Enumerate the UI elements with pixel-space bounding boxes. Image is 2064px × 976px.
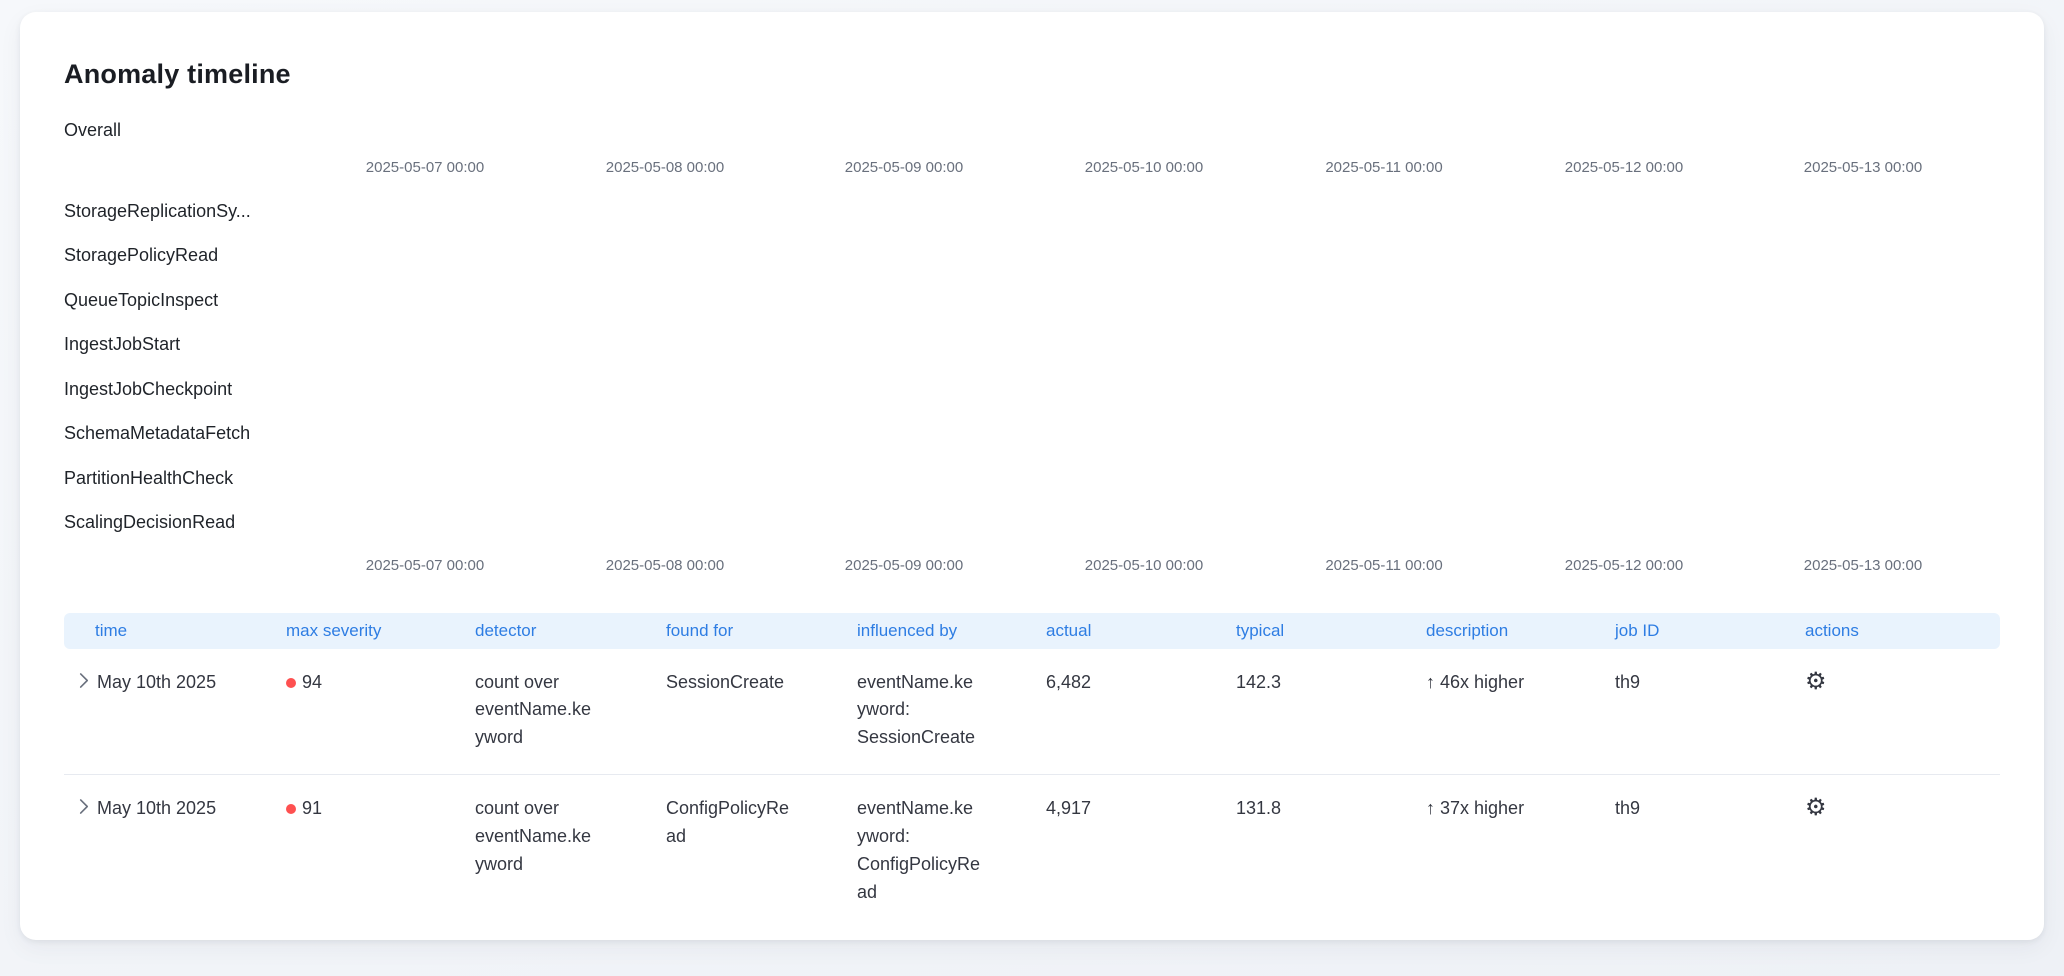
swimlane-row: PartitionHealthCheck — [64, 458, 2000, 498]
cell-description: ↑ 37x higher — [1426, 798, 1525, 819]
cell-description: ↑ 46x higher — [1426, 671, 1525, 692]
column-header-typical: typical — [1236, 620, 1285, 640]
axis-tick-label: 2025-05-10 00:00 — [1084, 556, 1204, 574]
column-header-actual: actual — [1046, 620, 1092, 640]
column-header-description: description — [1426, 620, 1509, 640]
cell-job-id: th9 — [1615, 798, 1641, 819]
anomaly-time: May 10th 2025 — [97, 671, 217, 692]
swimlane-row: IngestJobCheckpoint — [64, 369, 2000, 409]
cell-actions: ⚙ — [1774, 795, 2000, 824]
axis-tick-label: 2025-05-09 00:00 — [844, 159, 964, 176]
swimlane-label: StoragePolicyRead — [64, 245, 219, 265]
axis-tick-label: 2025-05-12 00:00 — [1564, 556, 1684, 574]
cell-actual: 6,482 — [1046, 671, 1092, 692]
axis-tick-label: 2025-05-13 00:00 — [1803, 159, 1923, 176]
axis-tick-label: 2025-05-12 00:00 — [1564, 159, 1684, 176]
overall-swimlane: Overall — [64, 113, 2000, 147]
cell-influenced-by: eventName.keyword: SessionCreate — [857, 671, 976, 748]
axis-tick-label: 2025-05-11 00:00 — [1325, 159, 1443, 176]
anomaly-time: May 10th 2025 — [97, 798, 217, 819]
column-header-job-id: job ID — [1615, 620, 1660, 640]
table-body: May 10th 2025 94 count over eventName.keyw… — [64, 649, 2000, 929]
swimlane-label: Overall — [64, 119, 122, 140]
swimlane-label: IngestJobStart — [64, 334, 181, 354]
expand-row-chevron-icon[interactable] — [76, 669, 91, 690]
row-actions-gear-icon[interactable]: ⚙ — [1805, 794, 1827, 822]
axis-tick-label: 2025-05-08 00:00 — [605, 556, 725, 574]
cell-time: May 10th 2025 — [64, 669, 255, 697]
swimlane-row: SchemaMetadataFetch — [64, 414, 2000, 454]
anomaly-timeline-panel: Anomaly timeline Overall 2025-05-07 00:0… — [20, 12, 2044, 940]
swimlane-label: StorageReplicationSy... — [64, 200, 251, 221]
swimlane-row: StoragePolicyRead — [64, 236, 2000, 276]
swimlane-label: IngestJobCheckpoint — [64, 378, 233, 399]
axis-tick-label: 2025-05-07 00:00 — [365, 159, 485, 176]
cell-typical: 131.8 — [1236, 798, 1282, 819]
swimlane-row: QueueTopicInspect — [64, 280, 2000, 320]
swimlane-row: Overall — [64, 113, 2000, 147]
severity-score: 91 — [302, 798, 323, 819]
cell-time: May 10th 2025 — [64, 795, 255, 823]
cell-influenced-by: eventName.keyword: ConfigPolicyRead — [857, 798, 981, 902]
cell-detector: count over eventName.keyword — [475, 798, 592, 874]
axis-tick-label: 2025-05-13 00:00 — [1803, 556, 1923, 574]
axis-tick-label: 2025-05-08 00:00 — [605, 159, 725, 176]
table-row: May 10th 2025 94 count over eventName.keyw… — [64, 649, 2000, 776]
cell-actions: ⚙ — [1774, 667, 2000, 698]
swimlane-label: PartitionHealthCheck — [64, 467, 234, 488]
cell-actual: 4,917 — [1046, 798, 1092, 819]
cell-typical: 142.3 — [1236, 671, 1282, 692]
column-header-time: time — [95, 620, 128, 640]
table-row: May 10th 2025 91 count over eventName.keyw… — [64, 775, 2000, 929]
row-actions-gear-icon[interactable]: ⚙ — [1805, 667, 1827, 695]
cell-job-id: th9 — [1615, 671, 1641, 692]
axis-tick-label: 2025-05-09 00:00 — [844, 556, 964, 574]
timeline-axis-bottom: 2025-05-07 00:00 2025-05-08 00:00 2025-05-… — [296, 557, 1997, 575]
severity-dot-icon — [286, 677, 296, 688]
cell-found-for: SessionCreate — [666, 671, 785, 692]
swimlane-row: ScalingDecisionRead — [64, 503, 2000, 543]
table-header-row: time max severity detector found for influen… — [64, 612, 2000, 649]
column-header-found-for: found for — [666, 620, 734, 640]
anomalies-table: time max severity detector found for influen… — [64, 612, 2000, 929]
axis-tick-label: 2025-05-11 00:00 — [1325, 556, 1443, 574]
cell-max-severity: 91 — [255, 795, 444, 823]
swimlane-label: SchemaMetadataFetch — [64, 423, 251, 443]
cell-max-severity: 94 — [255, 669, 444, 697]
swimlane-label: ScalingDecisionRead — [64, 512, 236, 532]
swimlane-row: IngestJobStart — [64, 325, 2000, 365]
severity-score: 94 — [302, 671, 323, 692]
severity-dot-icon — [286, 804, 296, 815]
detector-swimlanes: StorageReplicationSy... StoragePolicyRead… — [64, 191, 2000, 543]
swimlane-row: StorageReplicationSy... — [64, 191, 2000, 231]
cell-found-for: ConfigPolicyRead — [666, 798, 790, 847]
timeline-axis-top: 2025-05-07 00:00 2025-05-08 00:00 2025-05-… — [296, 159, 1997, 177]
column-header-max-severity: max severity — [286, 620, 382, 640]
column-header-actions: actions — [1805, 620, 1859, 640]
expand-row-chevron-icon[interactable] — [76, 795, 91, 816]
axis-tick-label: 2025-05-07 00:00 — [365, 556, 485, 574]
column-header-detector: detector — [475, 620, 537, 640]
cell-detector: count over eventName.keyword — [475, 671, 592, 748]
axis-tick-label: 2025-05-10 00:00 — [1084, 159, 1204, 176]
swimlane-label: QueueTopicInspect — [64, 289, 219, 310]
page-title: Anomaly timeline — [64, 59, 291, 89]
column-header-influenced-by: influenced by — [857, 620, 958, 640]
